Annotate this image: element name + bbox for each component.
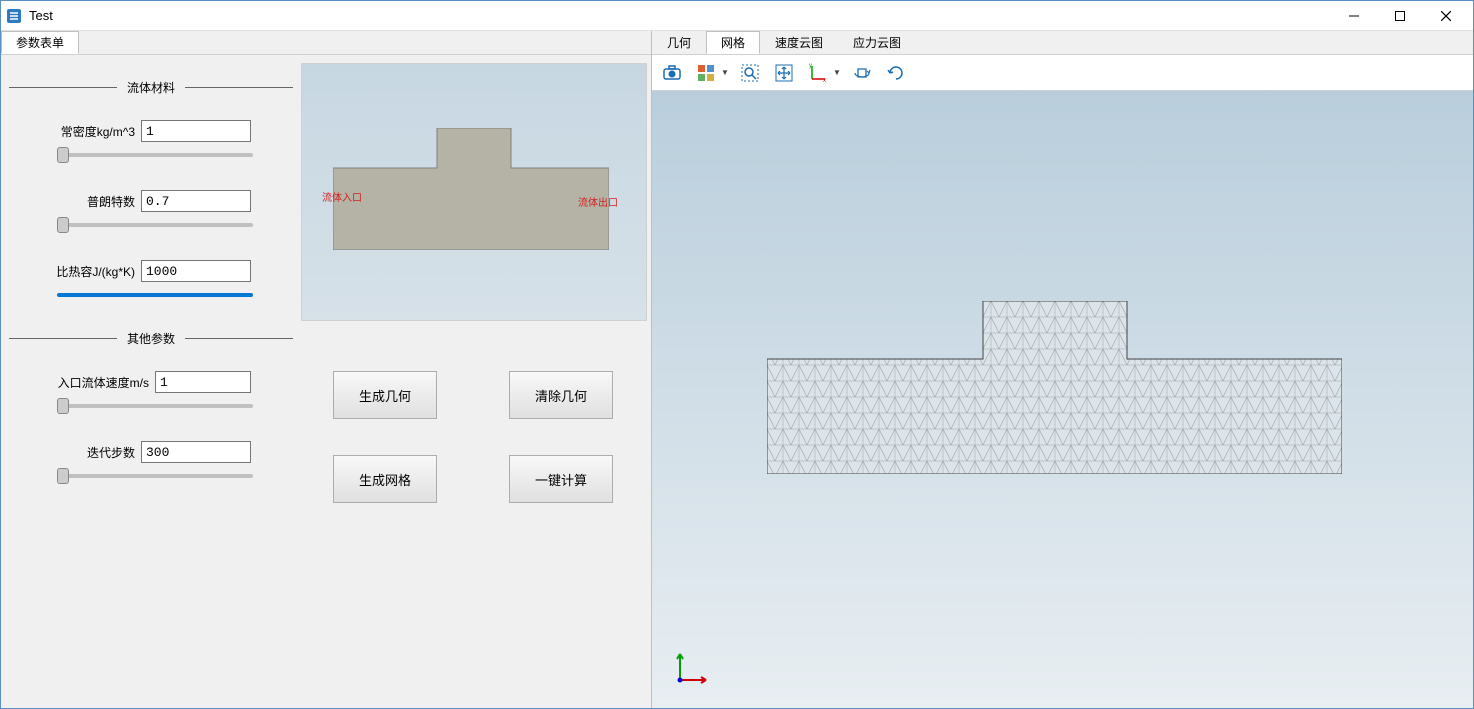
- field-inlet-velocity: 入口流体速度m/s: [9, 371, 293, 393]
- density-label: 常密度kg/m^3: [49, 123, 141, 140]
- preview-column: 流体入口 流体出口 生成几何 清除几何 生成网格 一键计算: [301, 55, 651, 708]
- tab-geometry[interactable]: 几何: [652, 31, 706, 54]
- buttons-area: 生成几何 清除几何 生成网格 一键计算: [301, 341, 647, 533]
- generate-mesh-button[interactable]: 生成网格: [333, 455, 437, 503]
- inlet-velocity-slider[interactable]: [57, 404, 253, 408]
- pan-icon[interactable]: [770, 59, 798, 87]
- heat-capacity-slider-row: [9, 286, 293, 300]
- inlet-label: 流体入口: [322, 189, 362, 204]
- left-content: 流体材料 常密度kg/m^3 普朗特数: [1, 55, 651, 708]
- tab-velocity[interactable]: 速度云图: [760, 31, 838, 54]
- heat-capacity-slider[interactable]: [57, 293, 253, 297]
- box-view-combo[interactable]: ▼: [692, 59, 730, 87]
- close-button[interactable]: [1423, 1, 1469, 31]
- section-fluid-material: 流体材料 常密度kg/m^3 普朗特数: [9, 79, 293, 300]
- app-icon: [5, 7, 23, 25]
- heat-capacity-input[interactable]: [141, 260, 251, 282]
- compute-button[interactable]: 一键计算: [509, 455, 613, 503]
- svg-text:x: x: [823, 78, 826, 83]
- left-menu-bar: 参数表单: [1, 31, 651, 55]
- right-panel: 几何 网格 速度云图 应力云图 ▼: [651, 31, 1473, 708]
- inlet-velocity-slider-row: [9, 397, 293, 411]
- left-panel: 参数表单 流体材料 常密度kg/m^3: [1, 31, 651, 708]
- prandtl-slider-row: [9, 216, 293, 230]
- heat-capacity-label: 比热容J/(kg*K): [49, 263, 141, 280]
- geometry-shape-icon: [333, 128, 609, 250]
- menu-form-tab[interactable]: 参数表单: [1, 31, 79, 54]
- iterations-input[interactable]: [141, 441, 251, 463]
- svg-text:y: y: [809, 63, 812, 69]
- prandtl-input[interactable]: [141, 190, 251, 212]
- axes-dropdown[interactable]: ▼: [832, 59, 842, 87]
- geometry-preview: 流体入口 流体出口: [301, 63, 647, 321]
- section-line: [185, 338, 293, 339]
- tab-mesh[interactable]: 网格: [706, 31, 760, 54]
- window-title: Test: [29, 8, 53, 23]
- viewer-toolbar: ▼ yx ▼: [652, 55, 1473, 91]
- tab-bar: 几何 网格 速度云图 应力云图: [652, 31, 1473, 55]
- outlet-label: 流体出口: [578, 194, 618, 209]
- section-header-fluid: 流体材料: [9, 79, 293, 96]
- minimize-button[interactable]: [1331, 1, 1377, 31]
- prandtl-label: 普朗特数: [49, 193, 141, 210]
- axis-gizmo-icon: [672, 648, 712, 688]
- iterations-slider-row: [9, 467, 293, 481]
- field-prandtl: 普朗特数: [9, 190, 293, 212]
- main-window: Test 参数表单: [0, 0, 1474, 709]
- section-line: [9, 87, 117, 88]
- iterations-slider[interactable]: [57, 474, 253, 478]
- tab-stress[interactable]: 应力云图: [838, 31, 916, 54]
- iterations-label: 迭代步数: [49, 444, 141, 461]
- camera-icon[interactable]: [658, 59, 686, 87]
- form-column: 流体材料 常密度kg/m^3 普朗特数: [1, 55, 301, 708]
- axes-icon[interactable]: yx: [804, 59, 832, 87]
- axes-combo[interactable]: yx ▼: [804, 59, 842, 87]
- density-input[interactable]: [141, 120, 251, 142]
- maximize-button[interactable]: [1377, 1, 1423, 31]
- rotate-cube-icon[interactable]: [848, 59, 876, 87]
- generate-geometry-button[interactable]: 生成几何: [333, 371, 437, 419]
- prandtl-slider[interactable]: [57, 223, 253, 227]
- box-view-icon[interactable]: [692, 59, 720, 87]
- density-slider[interactable]: [57, 153, 253, 157]
- section-other-params: 其他参数 入口流体速度m/s 迭代步数: [9, 330, 293, 481]
- density-slider-row: [9, 146, 293, 160]
- clear-geometry-button[interactable]: 清除几何: [509, 371, 613, 419]
- field-density: 常密度kg/m^3: [9, 120, 293, 142]
- mesh-shape-icon: [767, 301, 1342, 474]
- body-area: 参数表单 流体材料 常密度kg/m^3: [1, 31, 1473, 708]
- section-header-other: 其他参数: [9, 330, 293, 347]
- window-controls: [1331, 1, 1469, 31]
- mesh-viewer[interactable]: [652, 91, 1473, 708]
- section-title-other: 其他参数: [117, 330, 185, 347]
- field-iterations: 迭代步数: [9, 441, 293, 463]
- inlet-velocity-label: 入口流体速度m/s: [49, 374, 155, 391]
- section-line: [9, 338, 117, 339]
- rotate-icon[interactable]: [882, 59, 910, 87]
- box-view-dropdown[interactable]: ▼: [720, 59, 730, 87]
- titlebar: Test: [1, 1, 1473, 31]
- section-line: [185, 87, 293, 88]
- inlet-velocity-input[interactable]: [155, 371, 251, 393]
- field-heat-capacity: 比热容J/(kg*K): [9, 260, 293, 282]
- zoom-area-icon[interactable]: [736, 59, 764, 87]
- section-title-fluid: 流体材料: [117, 79, 185, 96]
